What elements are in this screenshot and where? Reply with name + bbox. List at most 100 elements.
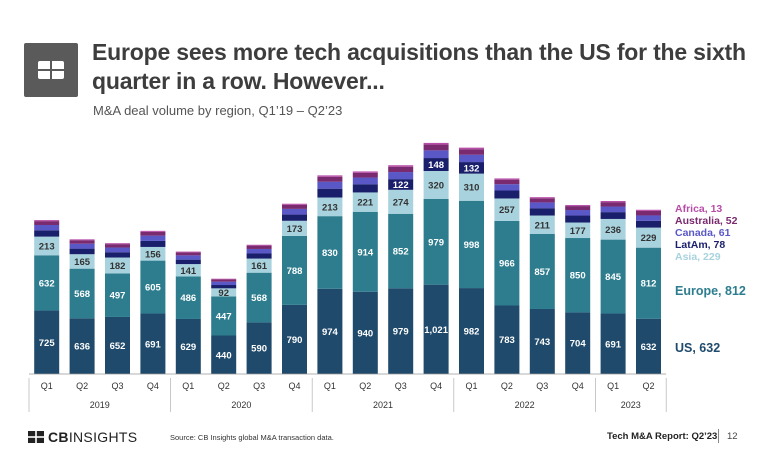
bar-segment-asia (69, 254, 95, 269)
chart-subtitle: M&A deal volume by region, Q1’19 – Q2’23 (93, 103, 343, 118)
page-number: 12 (727, 431, 738, 442)
data-label-latam: 132 (464, 163, 480, 174)
bar-segment-asia (565, 222, 591, 239)
bar-segment-africa (459, 147, 484, 150)
bar-segment-us (636, 318, 661, 374)
bar-segment-latam (105, 252, 130, 258)
bar-segment-latam (282, 214, 307, 221)
bar-segment-us (494, 305, 520, 374)
data-label-asia: 236 (605, 225, 621, 236)
bar-segment-latam (246, 253, 272, 259)
data-label-us: 940 (357, 328, 373, 339)
bar-segment-asia (352, 192, 378, 212)
legend-entry-canada: Canada, 61 (675, 227, 731, 239)
bar-segment-canada (600, 206, 626, 213)
data-label-asia: 211 (535, 220, 551, 231)
data-label-europe: 966 (499, 259, 515, 270)
bar-segment-africa (34, 220, 60, 222)
data-label-latam: 148 (428, 160, 444, 171)
bar-segment-europe (388, 213, 414, 289)
bar-segment-australia (459, 149, 484, 155)
bar-segment-latam (317, 188, 343, 198)
tick-label-quarter: Q2 (76, 381, 88, 391)
bar-segment-us (600, 313, 626, 374)
bar-segment-europe (246, 272, 272, 323)
bar-segment-canada (423, 150, 449, 159)
bar-segment-asia (388, 189, 414, 214)
bar-segment-africa (494, 178, 520, 180)
bar-segment-asia (494, 198, 520, 221)
legend-entry-africa: Africa, 13 (675, 203, 722, 215)
chart-title: Europe sees more tech acquisitions than … (92, 39, 746, 94)
bar-segment-australia (317, 176, 343, 182)
bar-segment-australia (105, 244, 130, 248)
data-label-europe: 447 (216, 311, 232, 322)
tick-label-quarter: Q2 (218, 381, 230, 391)
bar-segment-africa (69, 239, 95, 241)
bar-segment-australia (140, 231, 166, 236)
data-label-europe: 852 (393, 247, 409, 258)
bar-segment-canada (636, 215, 661, 221)
bar-segment-australia (246, 245, 272, 249)
tick-label-quarter: Q4 (288, 381, 300, 391)
data-label-europe: 788 (287, 266, 303, 277)
bar-segment-australia (423, 144, 449, 151)
data-label-us: 636 (74, 342, 90, 353)
data-label-europe: 486 (180, 293, 196, 304)
bar-segment-asia (600, 218, 626, 240)
data-label-us: 743 (534, 337, 550, 348)
brand-wordmark: CBINSIGHTS (48, 429, 138, 445)
bar-segment-europe (529, 234, 555, 309)
legend-entry-us: US, 632 (675, 341, 720, 355)
bar-segment-africa (140, 230, 166, 232)
bar-segment-latam (388, 179, 414, 190)
bar-segment-europe (211, 296, 237, 336)
tick-label-quarter: Q4 (147, 381, 159, 391)
bar-segment-europe (352, 211, 378, 292)
bar-segment-africa (636, 209, 661, 211)
bar-segment-africa (565, 205, 591, 207)
footer-brand-logo: CBINSIGHTS (28, 429, 137, 445)
data-label-asia: 274 (393, 197, 410, 208)
bar-segment-canada (529, 202, 555, 209)
bar-segment-latam (600, 212, 626, 219)
data-label-asia: 257 (499, 205, 515, 216)
tick-label-quarter: Q1 (324, 381, 336, 391)
bar-segment-asia (140, 246, 166, 261)
bar-segment-canada (34, 224, 60, 231)
data-label-asia: 310 (464, 183, 480, 194)
data-label-asia: 213 (39, 241, 55, 252)
bar-segment-us (388, 288, 414, 374)
bar-segment-australia (69, 240, 95, 244)
data-label-europe: 830 (322, 248, 338, 259)
bar-segment-asia (636, 227, 661, 248)
bar-segment-latam (529, 208, 555, 216)
bar-segment-australia (211, 279, 237, 282)
bar-segment-asia (175, 264, 201, 277)
bar-segment-latam (565, 215, 591, 223)
bar-segment-africa (175, 251, 201, 253)
bar-segment-africa (352, 171, 378, 173)
bar-segment-europe (34, 255, 60, 311)
data-label-europe: 998 (464, 240, 480, 251)
bar-segment-latam (69, 248, 95, 255)
tick-label-quarter: Q4 (572, 381, 584, 391)
bar-segment-australia (282, 204, 307, 209)
bar-segment-us (175, 318, 201, 374)
bar-segment-canada (105, 247, 130, 253)
bar-segment-us (34, 310, 60, 374)
bar-segment-africa (388, 165, 414, 167)
bar-segment-canada (140, 235, 166, 241)
bar-segment-canada (175, 255, 201, 260)
bar-segment-asia (211, 288, 237, 297)
bar-segment-canada (459, 154, 484, 163)
data-label-us: 979 (393, 327, 409, 338)
bar-segment-europe (494, 220, 520, 306)
data-label-asia: 92 (218, 288, 229, 299)
data-label-us: 629 (180, 342, 196, 353)
bar-segment-canada (388, 172, 414, 180)
data-label-us: 652 (110, 341, 126, 352)
tick-label-quarter: Q3 (253, 381, 265, 391)
data-label-asia: 165 (74, 257, 91, 268)
